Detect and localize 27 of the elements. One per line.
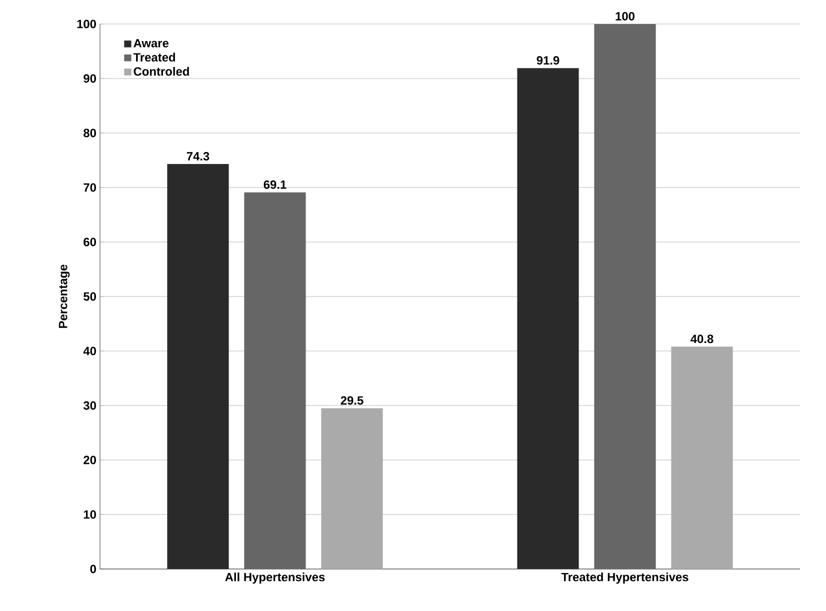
legend-label: Controled bbox=[134, 66, 189, 76]
legend-label: Treated bbox=[133, 52, 175, 62]
bar bbox=[244, 192, 306, 569]
y-tick-label: 40 bbox=[83, 346, 96, 356]
y-tick-label: 50 bbox=[84, 292, 96, 301]
data-label: 100 bbox=[616, 12, 634, 20]
data-label: 91.9 bbox=[536, 56, 560, 65]
bar bbox=[167, 164, 229, 569]
y-tick-label: 20 bbox=[84, 456, 96, 464]
bar bbox=[594, 24, 656, 569]
y-tick-label: 80 bbox=[84, 128, 96, 138]
y-tick-label: 100 bbox=[77, 20, 96, 28]
y-tick-label: 70 bbox=[84, 183, 96, 192]
y-tick-label: 60 bbox=[84, 238, 96, 246]
bar bbox=[517, 68, 579, 569]
x-tick-label: All Hypertensives bbox=[225, 572, 325, 584]
x-tick-label: Treated Hypertensives bbox=[561, 572, 688, 584]
data-label: 40.8 bbox=[690, 334, 714, 344]
y-axis-title: Percentage bbox=[58, 264, 70, 328]
y-tick-label: 30 bbox=[83, 401, 96, 410]
y-tick-label: 10 bbox=[84, 510, 96, 519]
data-label: 29.5 bbox=[340, 396, 364, 405]
legend-label: Aware bbox=[134, 39, 169, 48]
y-tick-label: 0 bbox=[90, 564, 96, 574]
data-label: 69.1 bbox=[264, 180, 286, 189]
y-tick-label: 90 bbox=[84, 74, 96, 83]
data-label: 74.3 bbox=[186, 152, 210, 161]
